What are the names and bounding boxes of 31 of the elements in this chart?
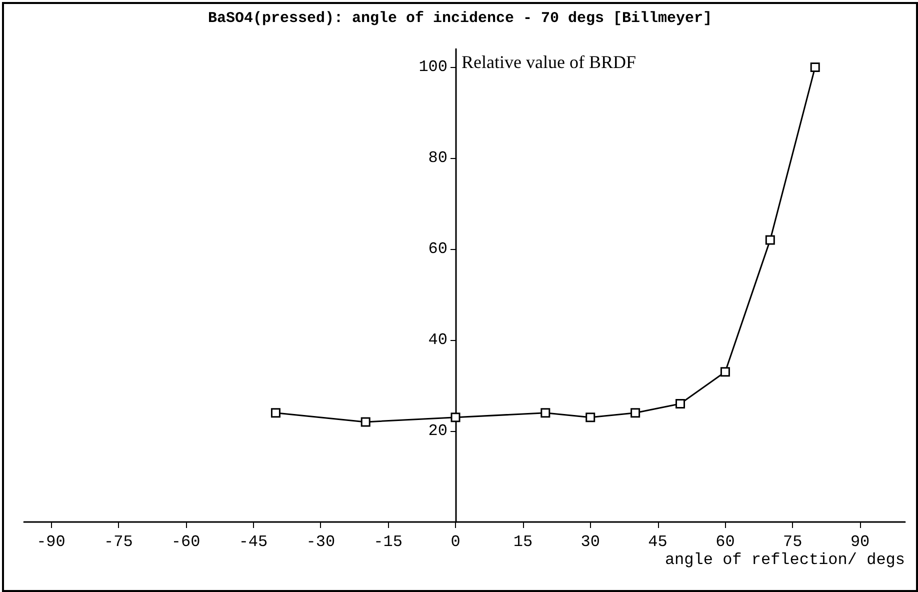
x-tick-label: -75 — [104, 533, 133, 551]
x-tick-label: -60 — [171, 533, 200, 551]
point — [450, 412, 460, 422]
point — [586, 412, 596, 422]
y-tick-label: 80 — [428, 149, 448, 168]
point — [630, 408, 640, 418]
x-tick-label: -15 — [374, 533, 402, 551]
x-tick-label: 30 — [580, 533, 600, 551]
y-tick-label: 100 — [418, 58, 448, 76]
y-axis-title: Relative value of BRDF — [462, 52, 636, 72]
x-tick-label: 15 — [513, 533, 533, 551]
point — [720, 367, 730, 377]
x-tick-label: 75 — [783, 533, 802, 551]
x-tick-label: -45 — [238, 533, 268, 551]
x-tick-label: 0 — [450, 533, 460, 551]
x-tick-label: 45 — [648, 533, 668, 551]
point — [676, 399, 686, 408]
point — [765, 235, 775, 245]
point — [270, 408, 280, 418]
y-tick-label: 20 — [428, 422, 448, 440]
x-tick-label: -30 — [306, 533, 336, 551]
point — [540, 408, 550, 418]
x-tick-label: -90 — [36, 533, 66, 551]
y-tick-label: 60 — [428, 240, 448, 258]
point — [810, 62, 820, 72]
chart-title: BaSO4(pressed): angle of incidence - 70 degs [Billmeyer] — [208, 10, 712, 27]
y-tick-label: 40 — [428, 331, 448, 350]
x-tick-label: 60 — [716, 533, 735, 551]
point — [360, 417, 370, 427]
x-tick-label: 90 — [850, 533, 870, 551]
x-axis-title: angle of reflection/ degs — [664, 551, 905, 569]
